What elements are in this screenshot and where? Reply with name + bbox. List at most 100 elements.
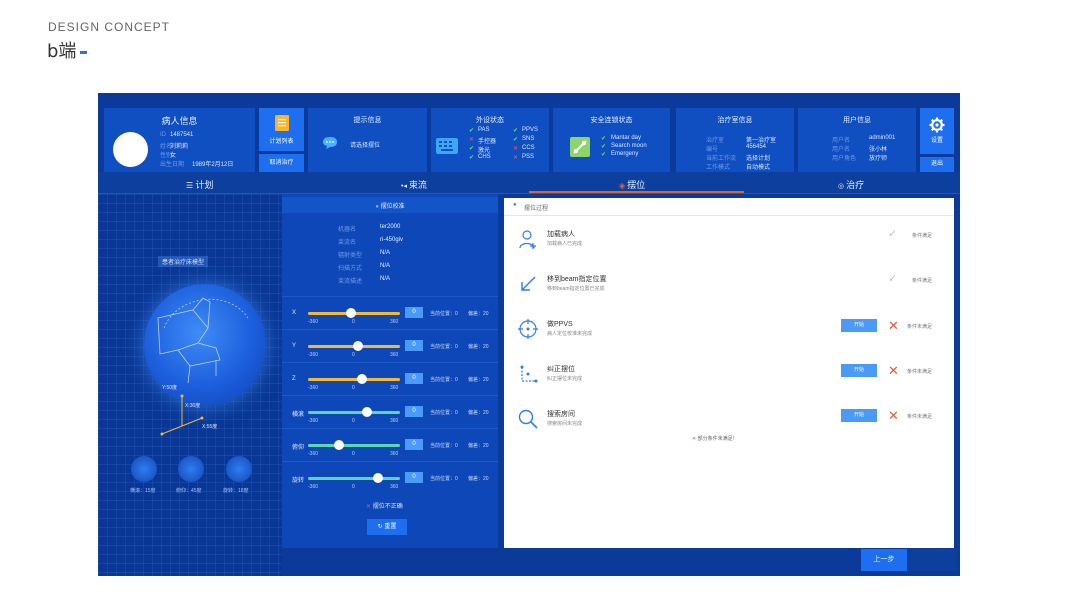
slider-max-label: 360 xyxy=(390,352,399,358)
room-field-label: 编号 xyxy=(706,147,719,153)
roll-dial xyxy=(131,456,157,482)
position-slider-row: 旋转 -360 0 360 0 当前位置：0 偏差：20 xyxy=(282,461,498,494)
slider-track[interactable] xyxy=(308,378,400,381)
check-icon: ✔ xyxy=(469,155,475,161)
calibration-field-value: N/A xyxy=(380,276,391,282)
patient-field-value: 刘莉莉 xyxy=(170,144,189,150)
slider-value-input[interactable]: 0 xyxy=(405,373,423,384)
step-subtitle: 病人定位校准未完成 xyxy=(547,331,593,337)
tab-beam[interactable]: •◂ 束流 xyxy=(401,178,427,191)
patient-info-card: 病人信息 ID 1487541 姓名 刘莉莉 性别女出生日期 1989年2月12日 xyxy=(104,108,255,172)
beam-icon: •◂ xyxy=(401,183,409,190)
calibration-field-label: 束流描述 xyxy=(338,279,363,285)
user-field-label: 用户角色 xyxy=(832,156,857,162)
error-x-icon: ✕ xyxy=(366,504,373,510)
slider-tolerance: 偏差：20 xyxy=(468,410,489,416)
keyboard-icon xyxy=(436,138,458,154)
patient-field-value: 1487541 xyxy=(170,132,194,138)
slider-knob[interactable] xyxy=(372,473,383,483)
calibration-field-label: 扫描方式 xyxy=(338,266,363,272)
slider-knob[interactable] xyxy=(346,308,357,318)
start-button[interactable]: 开始 xyxy=(841,364,877,377)
start-button[interactable]: 开始 xyxy=(841,319,877,332)
tab-position[interactable]: ◉ 摆位 xyxy=(619,178,645,191)
cross-icon: ✕ xyxy=(888,363,899,378)
slider-track[interactable] xyxy=(308,411,400,414)
tab-treatment[interactable]: ◎ 治疗 xyxy=(838,178,864,191)
interlock-status-title: 安全连锁状态 xyxy=(590,117,633,124)
calibration-field-value: ri-450giv xyxy=(380,237,404,243)
check-icon: ✔ xyxy=(601,136,607,142)
step-status: 条件满足 xyxy=(912,233,933,239)
slider-knob[interactable] xyxy=(352,341,363,351)
slider-value-input[interactable]: 0 xyxy=(405,439,423,450)
room-field-label: 当前工作流 xyxy=(706,156,737,162)
tab-plan[interactable]: ☰ 计划 xyxy=(186,178,213,191)
tab-plan-label: 计划 xyxy=(195,180,214,190)
plan-list-button[interactable]: 计划列表 xyxy=(259,108,304,151)
position-slider-row: 俯仰 -360 0 360 0 当前位置：0 偏差：20 xyxy=(282,428,498,461)
couch-model-graphic xyxy=(157,297,249,436)
plan-list-label: 计划列表 xyxy=(269,139,294,145)
dot-icon: ● xyxy=(375,204,381,210)
cross-icon: ✕ xyxy=(888,318,899,333)
position-slider-row: Y -360 0 360 0 当前位置：0 偏差：20 xyxy=(282,329,498,362)
slider-current-position: 当前位置：0 xyxy=(430,311,458,317)
check-icon: ✔ xyxy=(469,128,475,134)
tab-position-label: 摆位 xyxy=(627,180,646,190)
model-label: 患者治疗床模型 xyxy=(158,256,209,267)
peripheral-item-label: 手控器 xyxy=(478,139,497,145)
slider-axis-label: X xyxy=(292,310,297,316)
slider-value-input[interactable]: 0 xyxy=(405,307,423,318)
slider-knob[interactable] xyxy=(334,440,345,450)
slider-mid-label: 0 xyxy=(352,451,355,457)
cross-icon: ✕ xyxy=(469,137,475,143)
peripheral-item-label: PSS xyxy=(522,154,535,160)
next-step-button[interactable] xyxy=(907,549,957,571)
process-warning: ✕ 部分条件未满足! xyxy=(692,435,734,442)
interlock-switch-icon xyxy=(570,137,590,157)
tab-beam-label: 束流 xyxy=(408,180,427,190)
calibration-field-label: 机器名 xyxy=(338,227,357,233)
slider-mid-label: 0 xyxy=(352,319,355,325)
slider-mid-label: 0 xyxy=(352,352,355,358)
roll-dial-label: 横滚：15度 xyxy=(130,488,156,494)
arrow-down-left-icon xyxy=(517,273,539,295)
patient-field-label: 性别 xyxy=(160,153,173,159)
slider-value-input[interactable]: 0 xyxy=(405,472,423,483)
prev-step-button[interactable]: 上一步 xyxy=(861,549,907,571)
slider-mid-label: 0 xyxy=(352,484,355,490)
warning-x-icon: ✕ xyxy=(692,436,698,442)
cancel-treatment-button[interactable]: 取消治疗 xyxy=(259,154,304,172)
axis-z-label: X:55度 xyxy=(202,424,218,430)
list-icon: ☰ xyxy=(186,181,196,190)
settings-button[interactable]: 设置 xyxy=(920,108,954,154)
slider-track[interactable] xyxy=(308,444,400,447)
start-button[interactable]: 开始 xyxy=(841,409,877,422)
slider-value-input[interactable]: 0 xyxy=(405,406,423,417)
user-field-label: 用户名 xyxy=(832,147,851,153)
slider-knob[interactable] xyxy=(357,374,368,384)
reset-button[interactable]: ↻ 重置 xyxy=(367,519,407,535)
calibration-field-value: N/A xyxy=(380,263,391,269)
slider-track[interactable] xyxy=(308,477,400,480)
settings-label: 设置 xyxy=(930,138,943,144)
exit-button[interactable]: 退出 xyxy=(920,157,954,172)
cross-icon: ✕ xyxy=(513,146,519,152)
patient-field-value: 1989年2月12日 xyxy=(192,162,234,168)
rotation-dial xyxy=(226,456,252,482)
slider-max-label: 360 xyxy=(390,484,399,490)
slider-knob[interactable] xyxy=(361,407,372,417)
process-title: 摆位过程 xyxy=(524,206,549,212)
position-process-panel: ● 摆位过程 加载病人 加载病人已完成 ✓ 条件满足 移到beam指定位置 移到beam指… xyxy=(504,198,954,548)
slider-mid-label: 0 xyxy=(352,385,355,391)
slider-min-label: -360 xyxy=(308,451,319,457)
peripheral-status-title: 外设状态 xyxy=(476,117,504,124)
slider-tolerance: 偏差：20 xyxy=(468,377,489,383)
slider-axis-label: Y xyxy=(292,343,297,349)
interlock-status-card: 安全连锁状态 ✔ Mantar day ✔ Search moon ✔ Emergeny xyxy=(553,108,670,172)
user-field-value: 张小林 xyxy=(869,147,888,153)
slider-min-label: -360 xyxy=(308,319,319,325)
slider-value-input[interactable]: 0 xyxy=(405,340,423,351)
slider-tolerance: 偏差：20 xyxy=(468,443,489,449)
